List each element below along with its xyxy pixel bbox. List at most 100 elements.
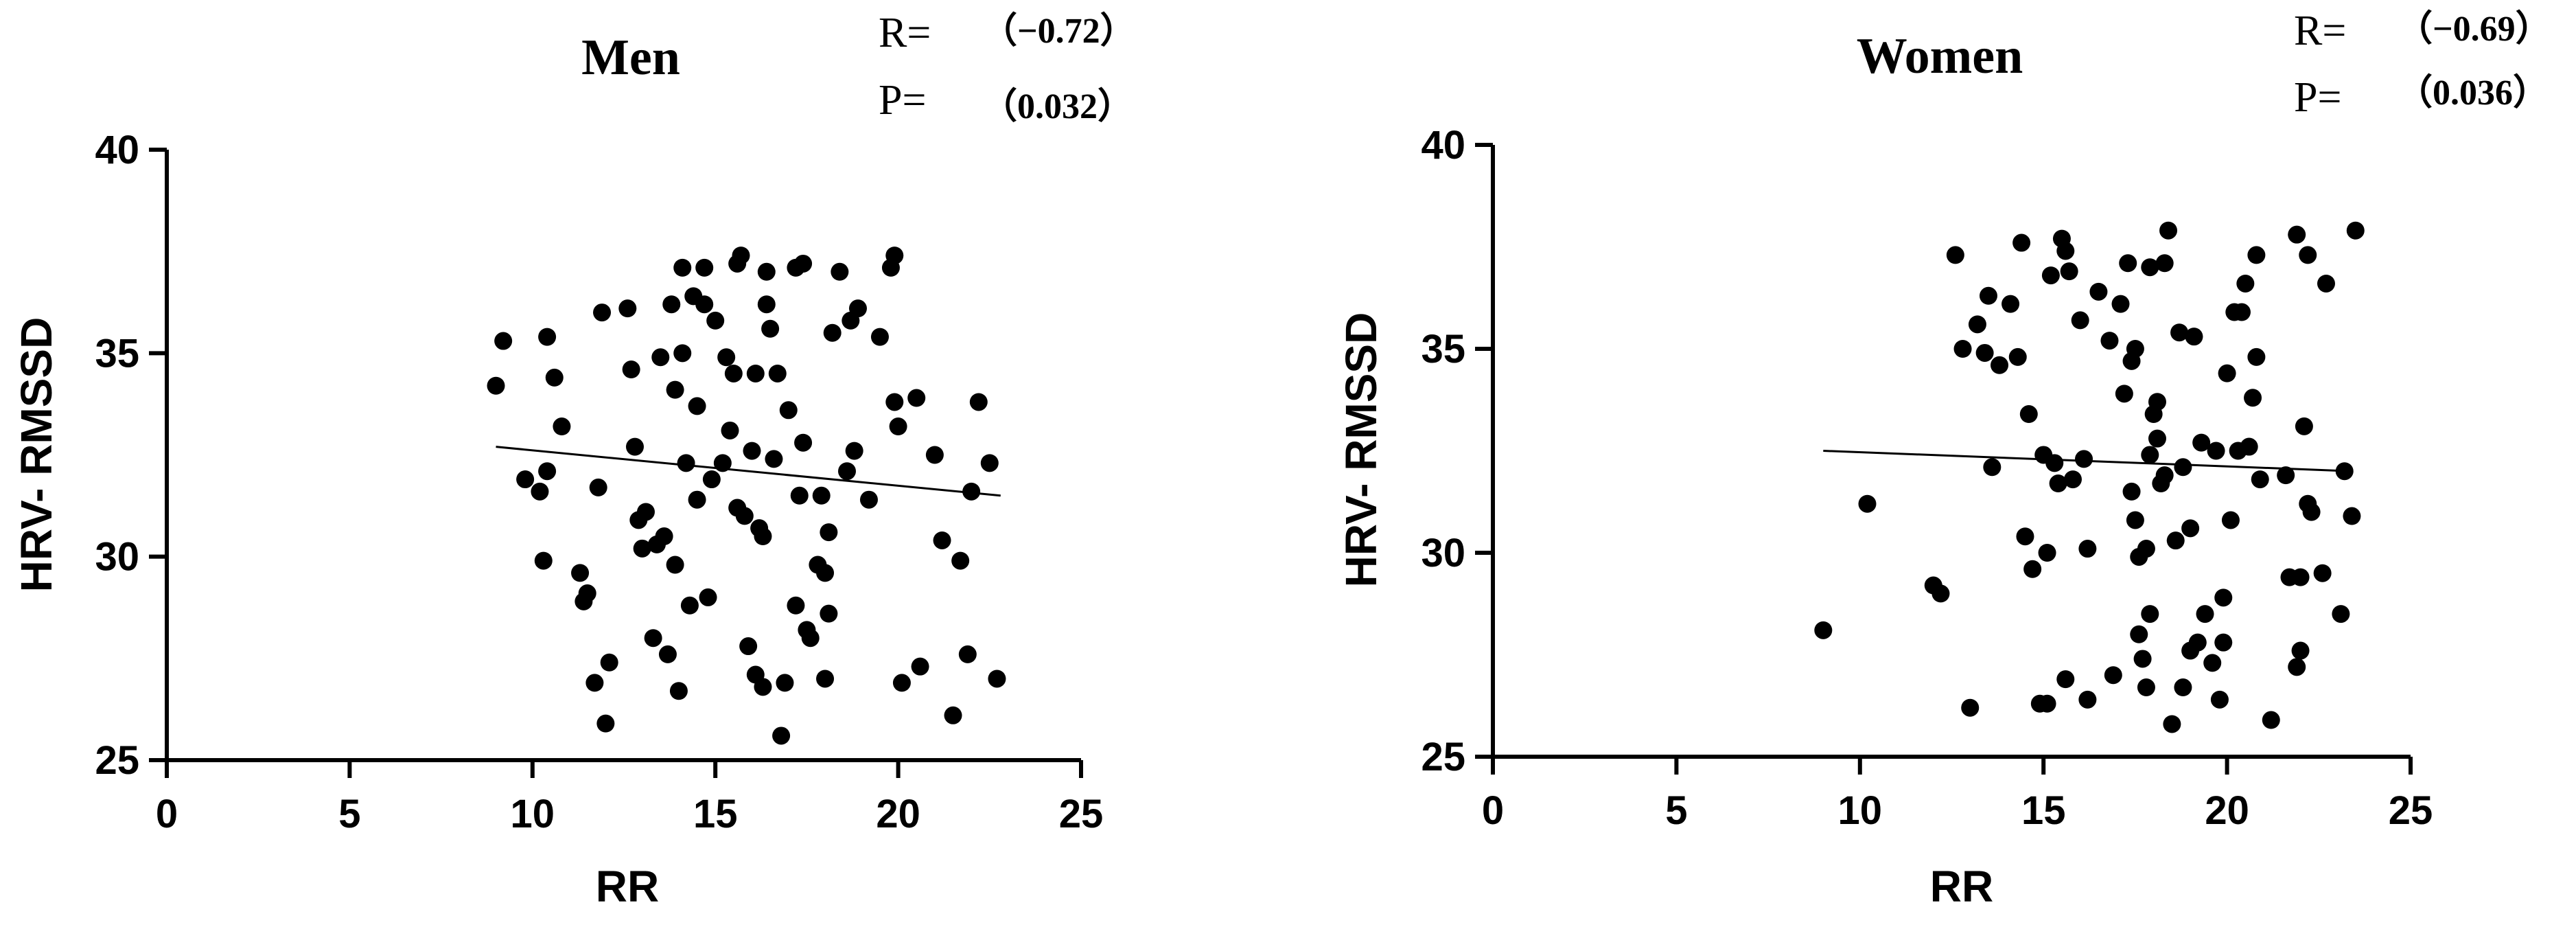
data-point [688,397,706,415]
x-tick-label: 15 [693,792,738,836]
data-point [2214,588,2233,607]
data-point [969,393,988,411]
data-point [962,482,981,501]
data-point [2214,633,2233,652]
data-point [816,670,835,688]
x-tick-label: 25 [2389,788,2433,833]
x-tick-label: 20 [2205,788,2249,833]
data-point [2122,482,2141,501]
data-point [2148,429,2166,448]
data-point [2203,654,2222,672]
data-point [870,328,889,346]
data-point [625,437,644,456]
data-point [958,645,977,663]
data-point [633,539,651,558]
data-point [2166,531,2185,550]
data-point [1814,621,1833,639]
x-tick-label: 10 [511,792,555,836]
x-axis-title: RR [596,862,659,911]
data-point [2038,544,2056,562]
data-point [699,588,717,606]
data-point [2045,454,2064,472]
data-point [831,262,849,281]
data-point [820,523,838,542]
data-point [2075,450,2093,468]
data-point [2343,507,2361,525]
y-tick-label: 40 [95,128,139,172]
x-tick-label: 10 [1838,788,1883,833]
data-point [2170,323,2189,342]
r-label: R= [879,10,931,56]
data-point [487,376,505,395]
data-point [2078,540,2097,558]
chart-panel-women: 25 30 35 40 0 5 10 15 20 25 RR HRV- RMSSD Women R= （−0… [1336,8,2551,911]
data-point [717,348,736,367]
data-point [2115,385,2133,403]
data-point [531,482,549,501]
data-point [688,490,706,509]
data-point [2063,470,2082,489]
data-point [2218,364,2236,382]
data-point [2288,658,2306,676]
data-point [2317,274,2335,293]
data-point [1975,343,1994,362]
y-tick-label: 25 [95,738,139,783]
data-point [2133,650,2152,668]
data-point [944,706,962,724]
x-tick-label: 5 [338,792,360,836]
y-tick-label: 30 [95,535,139,580]
data-point [702,470,721,489]
data-point [673,344,692,363]
data-point [2192,433,2211,452]
data-point [596,714,615,733]
data-point [2078,690,2097,709]
data-point [980,454,999,472]
data-point [732,247,750,265]
data-point [2019,405,2038,424]
data-point [666,380,684,399]
data-point [2244,389,2262,407]
chart-panel-men: 25 30 35 40 0 5 10 15 20 25 RR HRV- RMSSD Men R= （−0.7… [12,10,1136,911]
data-point [2141,605,2159,623]
data-point [2210,690,2229,709]
data-point [761,319,780,338]
data-point [593,304,612,322]
data-point [2049,474,2067,493]
data-point [823,323,842,342]
data-point [1858,494,1877,513]
data-point [859,490,878,509]
data-point [669,682,688,700]
x-tick-label: 20 [876,792,920,836]
data-point [673,258,692,277]
data-point [925,446,944,464]
data-point [1961,698,1980,717]
data-point [820,604,838,623]
data-point [2221,511,2240,529]
data-point [1983,458,2001,477]
r-value: （−0.69） [2397,9,2551,49]
chart-title: Men [581,30,680,86]
data-point [545,368,564,387]
y-axis-title: HRV- RMSSD [1336,312,1386,588]
data-point [779,401,798,420]
trend-line [496,446,1001,497]
data-point [2236,274,2255,293]
data-point [677,454,695,472]
data-point [600,653,618,672]
data-point [2008,347,2027,366]
data-point [951,551,970,570]
p-label: P= [2294,74,2341,121]
data-point [622,360,640,379]
p-label: P= [879,77,926,124]
data-point [662,295,681,314]
x-tick-label: 0 [1482,788,1504,833]
data-point [589,478,607,496]
x-tick-label: 25 [1059,792,1104,836]
data-point [666,556,684,574]
data-point [618,299,637,318]
y-tick-label: 40 [1421,123,1465,168]
data-point [2332,605,2350,623]
data-point [2100,332,2119,350]
r-value: （−0.72） [982,11,1136,51]
data-point [2137,678,2155,697]
